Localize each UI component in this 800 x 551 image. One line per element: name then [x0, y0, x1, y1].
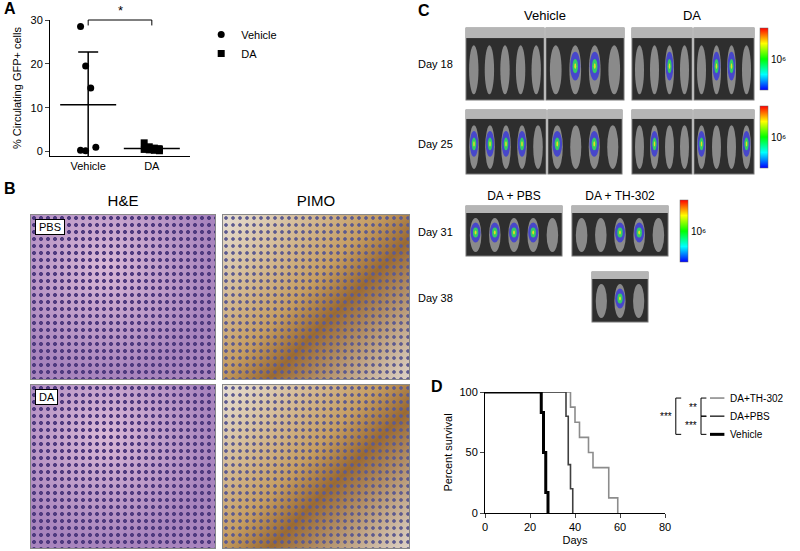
html-text:D: D: [431, 378, 443, 395]
svg-text:Vehicle: Vehicle: [524, 8, 566, 23]
svg-text:Vehicle: Vehicle: [241, 29, 276, 41]
svg-text:DA: DA: [683, 8, 701, 23]
svg-text:Day 38: Day 38: [418, 292, 453, 304]
html-text:B: B: [4, 180, 16, 197]
html-text:A: A: [4, 0, 16, 17]
svg-text:60: 60: [614, 521, 626, 533]
svg-text:Day 25: Day 25: [418, 138, 453, 150]
svg-text:0: 0: [472, 507, 478, 519]
svg-text:10⁶: 10⁶: [771, 132, 786, 143]
svg-text:***: ***: [685, 420, 697, 431]
svg-text:% Circulating GFP+ cells: % Circulating GFP+ cells: [11, 27, 23, 149]
html-text:H&E: H&E: [107, 192, 139, 209]
svg-text:DA+TH-302: DA+TH-302: [730, 393, 784, 404]
svg-text:80: 80: [659, 521, 671, 533]
svg-text:Vehicle: Vehicle: [70, 160, 105, 172]
svg-text:20: 20: [31, 58, 43, 70]
svg-text:DA + TH-302: DA + TH-302: [585, 189, 655, 203]
svg-text:***: ***: [660, 411, 672, 422]
html-text:DA: DA: [39, 391, 55, 403]
svg-text:10⁶: 10⁶: [691, 226, 706, 237]
svg-text:30: 30: [31, 14, 43, 26]
svg-text:20: 20: [524, 521, 536, 533]
svg-text:0: 0: [482, 521, 488, 533]
svg-text:**: **: [689, 402, 697, 413]
svg-text:DA: DA: [241, 48, 257, 60]
svg-text:DA: DA: [144, 160, 160, 172]
svg-text:0: 0: [37, 145, 43, 157]
svg-text:10: 10: [31, 102, 43, 114]
svg-text:100: 100: [459, 386, 477, 398]
svg-text:10⁶: 10⁶: [771, 54, 786, 65]
svg-text:Day 31: Day 31: [418, 226, 453, 238]
svg-text:Percent survival: Percent survival: [442, 413, 454, 491]
html-text:PIMO: PIMO: [296, 192, 336, 209]
html-text:PBS: PBS: [39, 221, 61, 233]
svg-text:DA + PBS: DA + PBS: [487, 189, 541, 203]
svg-text:DA+PBS: DA+PBS: [730, 411, 770, 422]
svg-text:Vehicle: Vehicle: [730, 429, 763, 440]
svg-text:*: *: [118, 3, 123, 18]
svg-text:50: 50: [466, 446, 478, 458]
svg-text:C: C: [418, 2, 430, 19]
svg-text:Days: Days: [562, 534, 588, 546]
svg-text:40: 40: [569, 521, 581, 533]
svg-text:Day 18: Day 18: [418, 58, 453, 70]
